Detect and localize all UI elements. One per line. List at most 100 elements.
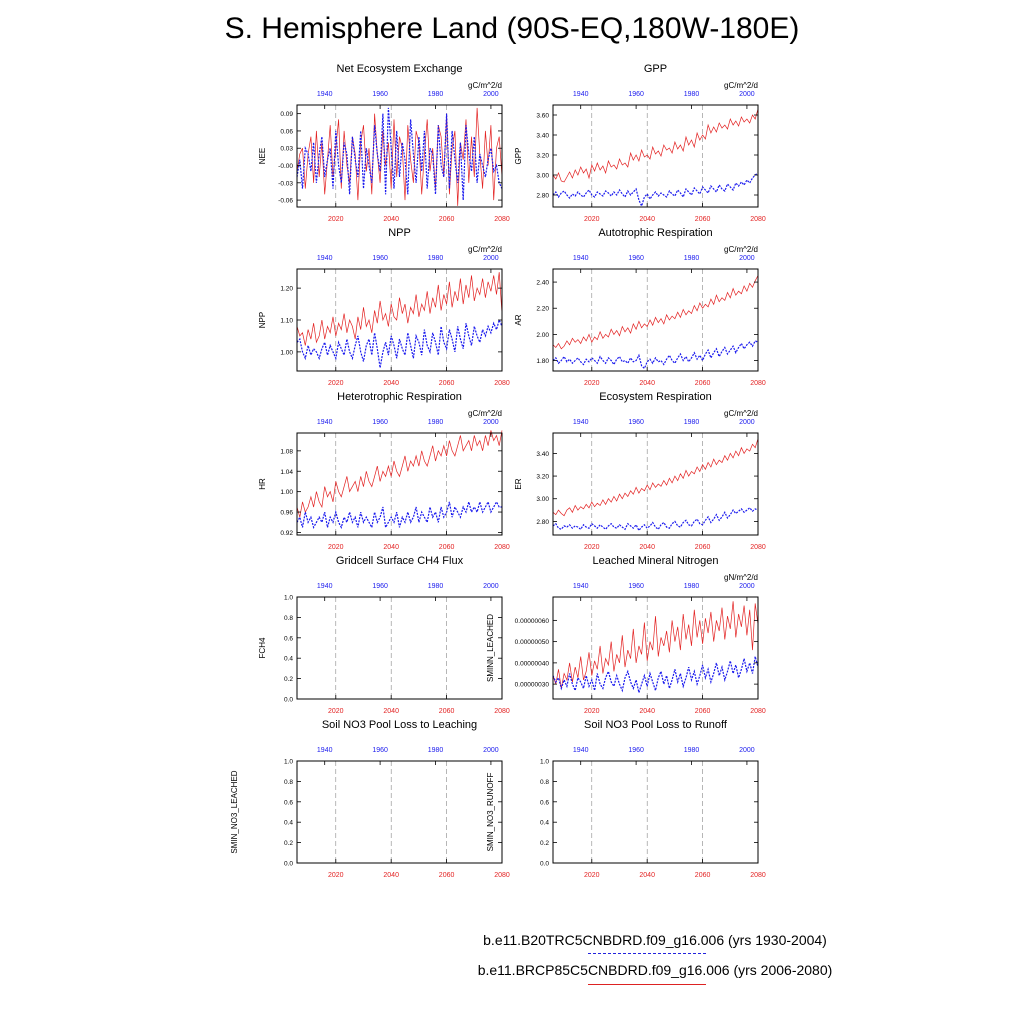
y-tick-label: 0.2 <box>540 840 549 847</box>
legend-historical-label: b.e11.B20TRC5CNBDRD.f09_g16.006 (yrs 193… <box>483 932 827 948</box>
y-tick-label: 2.80 <box>536 519 549 526</box>
plot-frame <box>552 268 759 372</box>
x-tick-label-top: 1980 <box>428 583 444 590</box>
y-tick-label: 1.08 <box>280 448 293 455</box>
x-tick-label-top: 2000 <box>739 91 755 98</box>
x-tick-label-top: 1960 <box>628 255 644 262</box>
x-tick-label-top: 1960 <box>372 583 388 590</box>
x-tick-label-top: 1960 <box>372 91 388 98</box>
x-tick-label-bottom: 2020 <box>584 708 600 715</box>
y-tick-label: 3.40 <box>536 133 549 140</box>
y-tick-label: 0.2 <box>284 840 293 847</box>
x-tick-label-top: 1940 <box>317 91 333 98</box>
x-tick-label-top: 1960 <box>372 747 388 754</box>
x-tick-label-bottom: 2080 <box>750 216 766 223</box>
plot-frame <box>552 760 759 864</box>
series-line-historical <box>296 107 503 201</box>
x-tick-label-bottom: 2020 <box>328 380 344 387</box>
y-tick-label: 3.00 <box>536 496 549 503</box>
y-tick-label: -0.03 <box>278 180 293 187</box>
series-line-future <box>552 275 759 350</box>
y-axis-label: SMINN_LEACHED <box>486 614 495 682</box>
x-tick-label-bottom: 2040 <box>639 708 655 715</box>
x-tick-label-bottom: 2020 <box>328 544 344 551</box>
chart-panel-7: Leached Mineral Nitrogen gN/m^2/d 0.000000… <box>486 555 766 715</box>
units-label: gC/m^2/d <box>724 81 758 90</box>
chart-panel-4: Heterotrophic Respiration gC/m^2/d 0.92 0.9… <box>258 391 510 551</box>
y-axis-label: GPP <box>514 148 523 165</box>
chart-panel-5: Ecosystem Respiration gC/m^2/d 2.80 3.00 3.2… <box>514 391 766 551</box>
x-tick-label-top: 1960 <box>628 747 644 754</box>
y-tick-label: 1.00 <box>280 349 293 356</box>
x-tick-label-bottom: 2020 <box>328 708 344 715</box>
x-tick-label-bottom: 2040 <box>383 872 399 879</box>
x-tick-label-bottom: 2040 <box>383 380 399 387</box>
x-tick-label-bottom: 2080 <box>494 708 510 715</box>
series-line-future <box>552 438 759 517</box>
y-tick-label: 0.03 <box>280 146 293 153</box>
chart-panel-1: GPP gC/m^2/d 2.80 3.00 3.20 3.40 3.60 GPP 2020 20… <box>514 63 766 223</box>
x-tick-label-bottom: 2060 <box>695 708 711 715</box>
plot-frame <box>296 596 503 700</box>
y-tick-label: 0.96 <box>280 510 293 517</box>
x-tick-label-top: 1940 <box>573 255 589 262</box>
x-tick-label-bottom: 2020 <box>584 872 600 879</box>
x-tick-label-bottom: 2060 <box>695 216 711 223</box>
series-line-future <box>552 601 759 689</box>
units-label: gC/m^2/d <box>468 409 502 418</box>
y-tick-label: 1.10 <box>280 318 293 325</box>
series-line-future <box>296 272 503 346</box>
y-tick-label: 2.40 <box>536 280 549 287</box>
series-line-historical <box>552 656 759 695</box>
chart-panel-9: Soil NO3 Pool Loss to Runoff 0.0 0.2 0.4 0.6… <box>486 719 766 879</box>
x-tick-label-top: 2000 <box>483 583 499 590</box>
x-tick-label-bottom: 2080 <box>750 872 766 879</box>
panel-title: Soil NO3 Pool Loss to Leaching <box>322 719 477 731</box>
y-tick-label: 1.80 <box>536 358 549 365</box>
y-axis-label: NPP <box>258 312 267 328</box>
units-label: gC/m^2/d <box>468 245 502 254</box>
x-tick-label-bottom: 2060 <box>439 544 455 551</box>
x-tick-label-bottom: 2040 <box>383 708 399 715</box>
y-tick-label: 0.8 <box>540 779 549 786</box>
x-tick-label-top: 1940 <box>573 419 589 426</box>
y-axis-label: HR <box>258 478 267 490</box>
x-tick-label-bottom: 2080 <box>494 216 510 223</box>
x-tick-label-top: 1980 <box>428 419 444 426</box>
chart-panel-0: Net Ecosystem Exchange gC/m^2/d -0.06 -0.03… <box>258 63 510 223</box>
x-tick-label-top: 1980 <box>684 583 700 590</box>
y-tick-label: 1.20 <box>280 286 293 293</box>
y-tick-label: 0.2 <box>284 676 293 683</box>
y-tick-label: 0.6 <box>540 799 549 806</box>
x-tick-label-bottom: 2040 <box>639 544 655 551</box>
y-tick-label: 0.8 <box>284 779 293 786</box>
figure-title: S. Hemisphere Land (90S-EQ,180W-180E) <box>224 12 800 45</box>
y-tick-label: 0.00000060 <box>515 618 550 625</box>
plot-frame <box>296 432 503 536</box>
panel-title: Leached Mineral Nitrogen <box>593 555 719 567</box>
panel-title: Net Ecosystem Exchange <box>337 63 463 75</box>
x-tick-label-top: 1980 <box>684 419 700 426</box>
x-tick-label-bottom: 2060 <box>695 872 711 879</box>
y-tick-label: 3.20 <box>536 153 549 160</box>
x-tick-label-bottom: 2040 <box>639 216 655 223</box>
y-tick-label: -0.00 <box>278 163 293 170</box>
y-tick-label: 3.40 <box>536 451 549 458</box>
x-tick-label-top: 1940 <box>317 419 333 426</box>
y-tick-label: 0.6 <box>284 635 293 642</box>
x-tick-label-bottom: 2040 <box>383 216 399 223</box>
legend-future-label: b.e11.BRCP85C5CNBDRD.f09_g16.006 (yrs 20… <box>477 962 833 978</box>
panel-title: NPP <box>388 227 411 239</box>
y-tick-label: 1.0 <box>284 759 293 766</box>
units-label: gN/m^2/d <box>724 573 758 582</box>
x-tick-label-bottom: 2080 <box>494 380 510 387</box>
y-tick-label: 0.09 <box>280 111 293 118</box>
series-line-historical <box>552 172 759 208</box>
plot-frame <box>296 760 503 864</box>
y-tick-label: 3.00 <box>536 173 549 180</box>
y-tick-label: 2.20 <box>536 306 549 313</box>
plot-frame <box>552 432 759 536</box>
units-label: gC/m^2/d <box>724 409 758 418</box>
x-tick-label-top: 1980 <box>428 255 444 262</box>
x-tick-label-bottom: 2040 <box>639 380 655 387</box>
